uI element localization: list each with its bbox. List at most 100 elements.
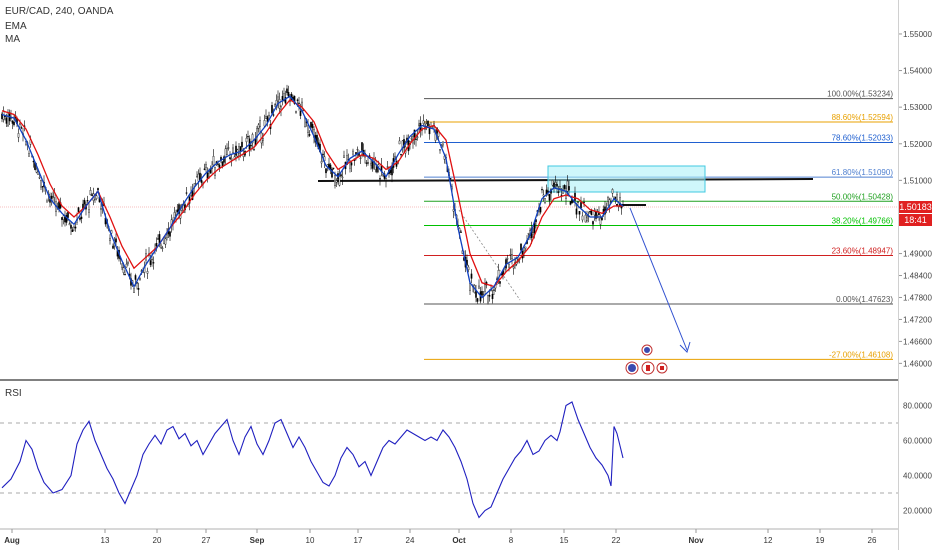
ma-series-line[interactable]	[1, 98, 623, 288]
fib-level-label: 88.60%(1.52594)	[832, 113, 894, 122]
candle-body	[559, 186, 561, 189]
supply-zone-box[interactable]	[547, 165, 706, 193]
candle-body	[100, 207, 102, 210]
candle-body	[325, 168, 327, 174]
candle-body	[361, 142, 363, 151]
candle-body	[17, 133, 20, 138]
projection-arrow-line[interactable]	[629, 207, 688, 351]
candle-body	[166, 234, 168, 238]
candle-body	[416, 136, 419, 138]
time-tick-label: 13	[101, 536, 110, 545]
candle-body	[508, 264, 510, 268]
candle-body	[1, 113, 3, 120]
candle-body	[62, 215, 65, 220]
rsi-tick-label: 20.0000	[903, 507, 932, 516]
candle-body	[286, 88, 288, 93]
candle-body	[245, 137, 248, 143]
candle-body	[415, 138, 417, 140]
candle-body	[556, 183, 558, 187]
candle-body	[253, 149, 255, 151]
candle-body	[427, 120, 429, 127]
rsi-indicator-label[interactable]: RSI	[5, 388, 22, 399]
candle-body	[139, 278, 141, 280]
candle-body	[340, 174, 342, 177]
candle-body	[229, 157, 231, 160]
candle-body	[338, 176, 341, 186]
rsi-series-line[interactable]	[1, 401, 624, 519]
candle-body	[370, 162, 372, 166]
candle-body	[341, 176, 344, 179]
time-tick-label: 19	[816, 536, 825, 545]
candle-body	[334, 175, 336, 187]
candle-body	[13, 121, 15, 126]
candle-body	[562, 189, 564, 194]
candle-body	[442, 141, 444, 146]
candle-body	[563, 185, 566, 189]
candle-body	[32, 160, 35, 163]
time-tick-label: Aug	[4, 536, 20, 545]
candle-body	[238, 146, 240, 154]
candle-body	[164, 238, 167, 245]
indicator-ma-label[interactable]: MA	[5, 34, 20, 45]
candle-body	[196, 176, 198, 178]
candle-body	[151, 258, 153, 261]
candle-body	[5, 117, 8, 124]
candle-body	[7, 116, 9, 127]
candle-body	[410, 138, 413, 140]
candle-body	[169, 231, 171, 237]
candle-body	[616, 194, 618, 201]
candle-body	[575, 208, 578, 215]
candle-body	[206, 172, 209, 179]
candle-body	[299, 110, 302, 116]
candle-body	[226, 147, 228, 155]
candle-body	[466, 259, 468, 266]
candle-body	[250, 144, 252, 147]
candle-body	[400, 153, 402, 156]
candle-body	[418, 123, 420, 126]
candle-body	[601, 217, 603, 221]
candle-body	[208, 171, 210, 174]
candle-body	[38, 177, 41, 179]
symbol-title: EUR/CAD, 240, OANDA	[5, 6, 114, 17]
candle-body	[68, 223, 71, 226]
candle-body	[197, 173, 200, 182]
candle-body	[194, 182, 197, 185]
price-tick-label: 1.54000	[903, 67, 932, 76]
candle-body	[37, 171, 39, 175]
candle-body	[391, 166, 393, 176]
price-tick-label: 1.55000	[903, 30, 932, 39]
rsi-tick-label: 60.0000	[903, 437, 932, 446]
candle-body	[553, 183, 555, 188]
candle-body	[322, 153, 324, 156]
indicator-ema-label[interactable]: EMA	[5, 21, 27, 32]
candle-body	[581, 215, 584, 221]
candle-body	[19, 122, 21, 125]
projection-arrow-head	[679, 341, 691, 353]
candle-body	[296, 99, 299, 101]
eu-flag-fill	[628, 364, 636, 372]
candle-body	[586, 217, 588, 221]
ema-series-line[interactable]	[1, 95, 624, 299]
price-tick-label: 1.46000	[903, 359, 932, 368]
candle-body	[607, 197, 609, 202]
candle-body	[488, 294, 491, 297]
candle-body	[293, 95, 296, 104]
candle-body	[365, 162, 368, 164]
candle-body	[578, 210, 581, 215]
candle-body	[259, 120, 261, 127]
candle-body	[176, 209, 179, 213]
candle-body	[413, 129, 416, 140]
price-tick-label: 1.47800	[903, 293, 932, 302]
candle-body	[125, 263, 128, 268]
candle-body	[452, 209, 455, 212]
candle-body	[133, 287, 135, 293]
candle-body	[532, 232, 534, 235]
candle-body	[425, 123, 428, 127]
event-icon-fill	[644, 347, 650, 353]
candle-body	[560, 194, 563, 196]
candle-body	[61, 217, 63, 220]
candle-body	[227, 147, 230, 149]
candle-body	[598, 213, 600, 215]
price-tick-label: 1.53000	[903, 103, 932, 112]
